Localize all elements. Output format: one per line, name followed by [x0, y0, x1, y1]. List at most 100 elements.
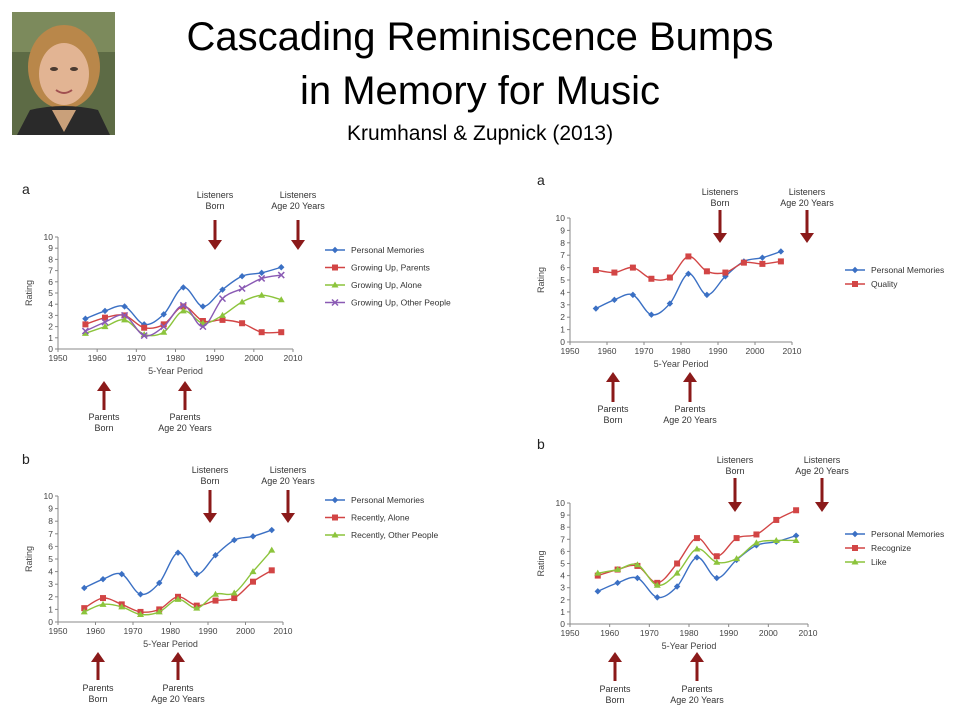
data-point	[793, 507, 800, 514]
annotation-listeners-born: Listeners Born	[165, 465, 255, 487]
data-point	[594, 588, 601, 595]
data-point	[685, 253, 692, 260]
annotation-listeners-born: Listeners Born	[675, 187, 765, 209]
y-tick-label: 0	[560, 337, 565, 347]
data-point	[278, 329, 285, 336]
series-growing-up-alone	[81, 291, 285, 337]
data-point	[614, 579, 621, 587]
data-point	[713, 574, 720, 582]
x-tick-label: 1980	[166, 353, 185, 363]
legend-marker	[852, 545, 858, 551]
data-point	[121, 311, 129, 319]
annotation-line: Born	[94, 423, 114, 433]
data-point	[594, 569, 602, 576]
x-tick-label: 1990	[709, 346, 728, 356]
data-point	[693, 554, 701, 561]
data-point	[174, 595, 182, 602]
annotation-line: Born	[605, 695, 625, 705]
arrow-parents-age20-head	[171, 652, 185, 662]
data-point	[777, 248, 785, 255]
series-line	[595, 250, 782, 316]
arrow-listeners-age20-head	[815, 502, 829, 512]
annotation-line: Age 20 Years	[670, 695, 724, 705]
y-tick-label: 0	[48, 344, 53, 354]
arrow-listeners-age20-head	[291, 240, 305, 250]
data-point	[219, 316, 226, 323]
data-point	[219, 311, 226, 318]
legend-label: Personal Memories	[871, 265, 944, 275]
y-tick-label: 1	[560, 325, 565, 335]
data-point	[118, 570, 125, 578]
data-point	[277, 271, 285, 279]
data-point	[773, 516, 780, 523]
y-tick-label: 10	[556, 213, 566, 223]
data-point	[193, 570, 200, 578]
y-tick-label: 1	[48, 604, 53, 614]
legend-item: Recognize	[845, 543, 911, 553]
y-tick-label: 7	[560, 534, 565, 544]
data-point	[733, 555, 741, 562]
y-tick-label: 6	[560, 263, 565, 273]
data-point	[212, 552, 219, 559]
legend-label: Growing Up, Alone	[351, 280, 422, 290]
annotation-line: Age 20 Years	[271, 201, 325, 211]
arrow-listeners-born-head	[208, 240, 222, 250]
slide-subtitle: Krumhansl & Zupnick (2013)	[346, 122, 614, 145]
legend-item: Personal Memories	[845, 265, 944, 275]
y-tick-label: 9	[48, 504, 53, 514]
data-point	[278, 264, 285, 271]
data-point	[674, 560, 681, 567]
data-point	[792, 532, 800, 539]
data-point	[160, 323, 168, 331]
x-axis-label: 5-Year Period	[662, 641, 717, 651]
panel-letter: a	[22, 181, 30, 197]
slide-title-line-2: in Memory for Music	[299, 69, 661, 113]
data-point	[160, 321, 167, 328]
arrow-parents-born-head	[606, 372, 620, 382]
annotation-parents-age20: Parents Age 20 Years	[133, 683, 223, 705]
x-axis-label: 5-Year Period	[148, 366, 203, 376]
y-tick-label: 6	[48, 541, 53, 551]
data-point	[733, 535, 740, 542]
data-point	[777, 258, 784, 265]
y-axis-label: Rating	[536, 550, 546, 576]
y-tick-label: 7	[560, 250, 565, 260]
y-tick-label: 8	[48, 516, 53, 526]
data-point	[673, 583, 681, 590]
x-tick-label: 1980	[672, 346, 691, 356]
annotation-line: Age 20 Years	[158, 423, 212, 433]
legend-label: Recognize	[871, 543, 911, 553]
data-point	[238, 298, 246, 305]
series-personal-memories	[81, 526, 275, 598]
data-point	[703, 268, 710, 275]
data-point	[121, 303, 128, 310]
data-point	[231, 595, 238, 602]
data-point	[141, 324, 148, 331]
data-point	[174, 549, 182, 556]
x-tick-label: 2000	[746, 346, 765, 356]
annotation-line: Parents	[82, 683, 114, 693]
annotation-parents-age20: Parents Age 20 Years	[140, 412, 230, 434]
data-point	[629, 264, 636, 271]
annotation-line: Listeners	[191, 465, 229, 475]
legend-marker	[331, 496, 339, 504]
x-tick-label: 1990	[205, 353, 224, 363]
annotation-listeners-age20: Listeners Age 20 Years	[777, 455, 867, 477]
data-point	[80, 608, 88, 615]
x-tick-label: 2010	[799, 628, 818, 638]
y-tick-label: 9	[48, 243, 53, 253]
data-point	[258, 274, 266, 282]
data-point	[249, 533, 257, 540]
x-tick-label: 1970	[640, 628, 659, 638]
data-point	[592, 267, 599, 274]
annotation-line: Listeners	[701, 187, 739, 197]
data-point	[156, 579, 163, 587]
annotation-line: Parents	[674, 404, 706, 414]
annotation-parents-born: Parents Born	[568, 404, 658, 426]
data-point	[653, 581, 661, 588]
arrow-parents-born-head	[91, 652, 105, 662]
legend-item: Personal Memories	[325, 245, 424, 255]
annotation-line: Parents	[169, 412, 201, 422]
data-point	[752, 539, 760, 546]
